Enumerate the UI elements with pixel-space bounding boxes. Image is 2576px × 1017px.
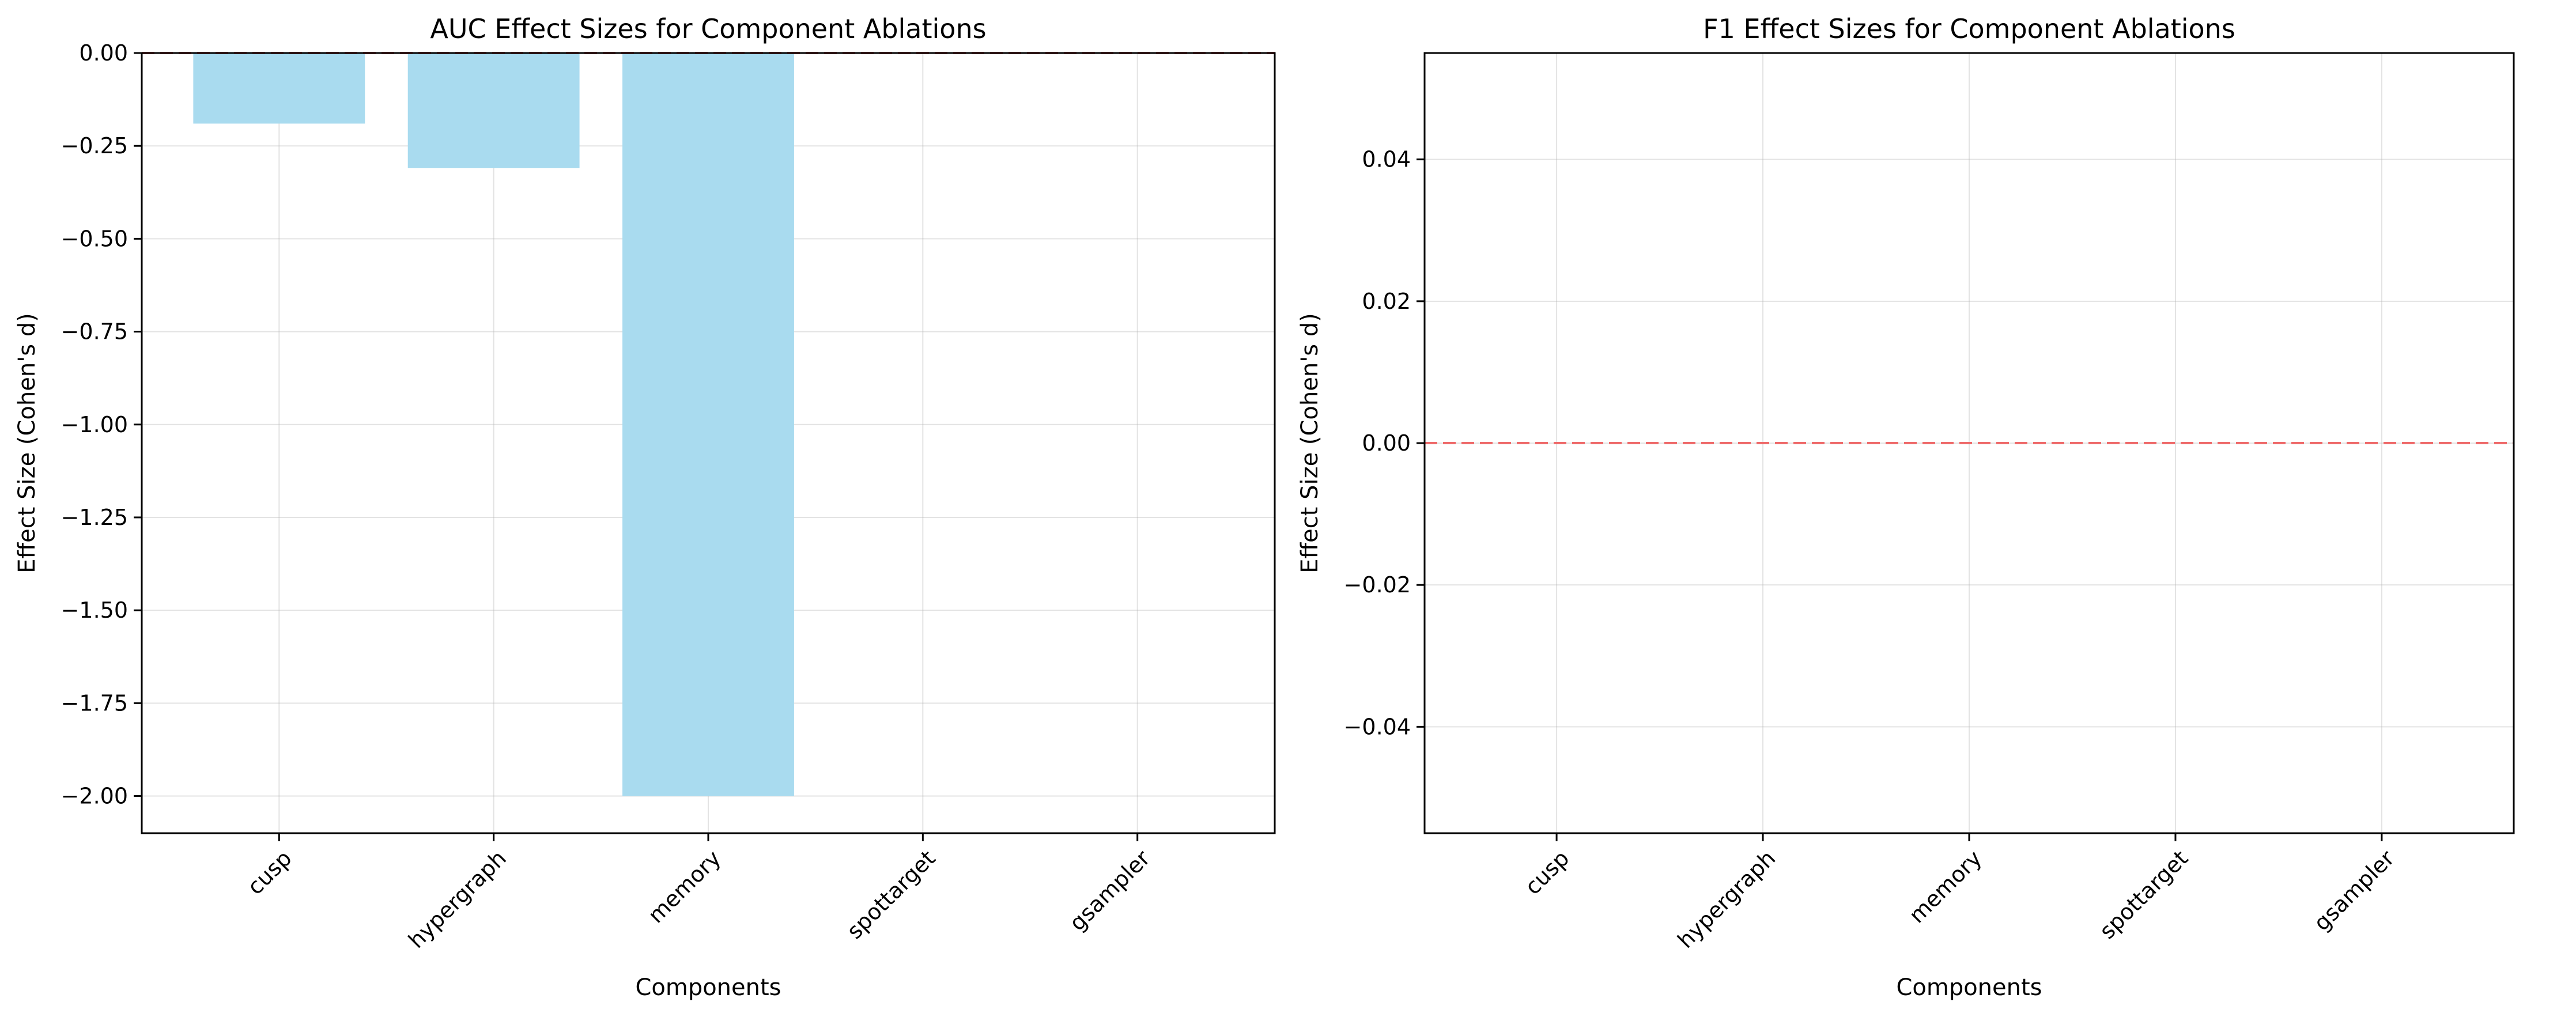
auc-x-tick-label-hypergraph: hypergraph — [403, 845, 511, 953]
auc-y-tick-label: −0.75 — [61, 319, 128, 345]
auc-y-tick-label: −1.25 — [61, 505, 128, 530]
f1-y-tick-label: 0.04 — [1362, 147, 1411, 172]
f1-y-tick-label: 0.02 — [1362, 289, 1411, 314]
auc-x-tick-label-memory: memory — [643, 845, 726, 928]
auc-y-tick-label: −1.75 — [61, 690, 128, 716]
auc-y-tick-label: 0.00 — [79, 40, 128, 66]
f1-x-tick-label-spottarget: spottarget — [2094, 845, 2193, 944]
f1-x-tick-label-cusp: cusp — [1520, 845, 1574, 899]
auc-y-tick-label: −1.00 — [61, 412, 128, 437]
f1-x-tick-label-gsampler: gsampler — [2309, 845, 2399, 936]
f1-effect-size-chart: 0.04 0.02 0.00 −0.02 −0.04 cusp hypergraph memo… — [1297, 13, 2515, 1001]
auc-x-tick-label-cusp: cusp — [243, 845, 297, 899]
auc-y-tick-label: −0.50 — [61, 226, 128, 251]
f1-x-tick-label-memory: memory — [1904, 845, 1986, 928]
auc-bar-cusp — [193, 53, 365, 124]
auc-y-axis-label: Effect Size (Cohen's d) — [14, 313, 40, 573]
auc-y-tick-label: −2.00 — [61, 784, 128, 809]
f1-x-axis-label: Components — [1896, 974, 2042, 1001]
f1-y-tick-label: 0.00 — [1362, 430, 1411, 456]
f1-y-axis-label: Effect Size (Cohen's d) — [1297, 313, 1323, 573]
auc-y-tick-label: −0.25 — [61, 133, 128, 158]
f1-y-tick-label: −0.04 — [1344, 714, 1411, 739]
auc-bar-memory — [622, 53, 794, 796]
auc-bar-hypergraph — [407, 53, 580, 168]
f1-chart-title: F1 Effect Sizes for Component Ablations — [1703, 13, 2235, 44]
auc-y-tick-label: −1.50 — [61, 598, 128, 623]
f1-y-tick-label: −0.02 — [1344, 572, 1411, 598]
auc-effect-size-chart: 0.00 −0.25 −0.50 −0.75 −1.00 −1.25 −1.50 −1.75 −… — [14, 13, 1276, 1001]
auc-x-axis-label: Components — [635, 974, 781, 1001]
auc-x-tick-label-spottarget: spottarget — [842, 845, 940, 944]
f1-x-tick-label-hypergraph: hypergraph — [1673, 845, 1781, 953]
auc-x-tick-label-gsampler: gsampler — [1064, 845, 1155, 936]
auc-chart-title: AUC Effect Sizes for Component Ablations — [430, 13, 986, 44]
